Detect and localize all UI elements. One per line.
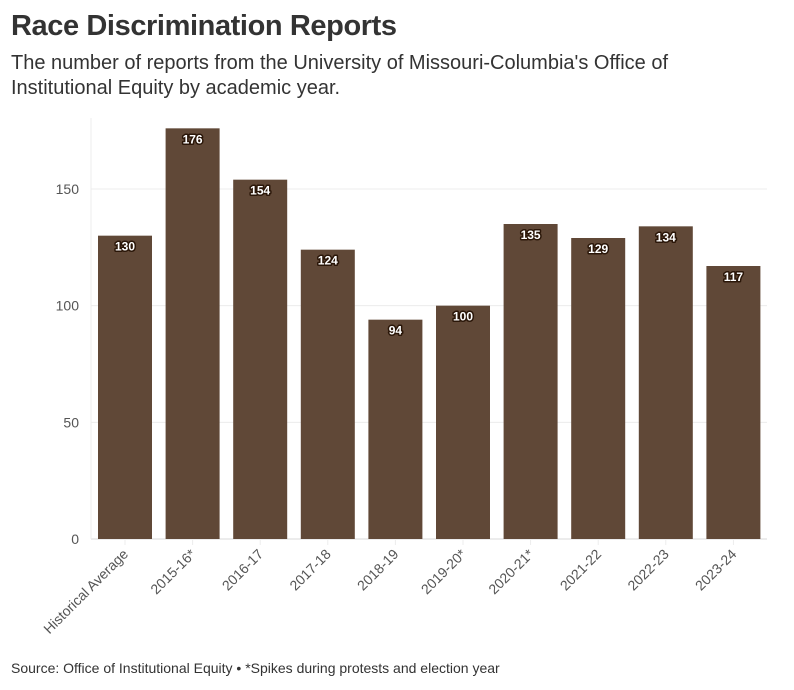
x-axis: Historical Average 2015-16* 2016-17 2017-18… — [40, 540, 740, 637]
y-tick-label: 0 — [71, 531, 79, 547]
bar — [368, 319, 423, 539]
chart-subtitle: The number of reports from the Universit… — [11, 52, 669, 99]
x-tick-label: 2018-19 — [354, 546, 402, 594]
x-tick-label: 2015-16* — [147, 545, 199, 597]
y-tick-label: 100 — [56, 298, 80, 314]
x-tick-label: 2022-23 — [624, 546, 672, 594]
data-label: 154 — [250, 184, 270, 198]
bar — [300, 249, 355, 539]
bar — [233, 179, 288, 539]
data-label: 129 — [588, 242, 608, 256]
bars — [98, 128, 761, 540]
x-tick-label: 2020-21* — [485, 545, 537, 597]
bar — [98, 235, 152, 539]
bar — [165, 128, 220, 540]
x-tick-label: 2017-18 — [286, 546, 334, 594]
bar — [503, 224, 558, 539]
y-axis: 0 50 100 150 — [56, 118, 92, 547]
x-tick-label: 2019-20* — [418, 545, 470, 597]
data-label: 124 — [318, 254, 338, 268]
x-tick-label: 2021-22 — [557, 546, 605, 594]
bar — [706, 266, 761, 539]
y-tick-label: 50 — [63, 414, 79, 430]
bar — [571, 238, 626, 539]
x-tick-label: 2016-17 — [219, 546, 267, 594]
chart-title: Race Discrimination Reports — [11, 10, 397, 42]
data-label: 130 — [115, 240, 135, 254]
data-label: 176 — [183, 132, 203, 146]
y-tick-label: 150 — [56, 181, 80, 197]
bar — [638, 226, 693, 539]
x-tick-label: 2023-24 — [692, 546, 740, 594]
x-tick-label: Historical Average — [40, 546, 131, 637]
bar — [436, 305, 490, 539]
data-label: 117 — [724, 270, 744, 284]
data-label: 135 — [521, 228, 541, 242]
data-label: 134 — [656, 230, 676, 244]
source-note: Source: Office of Institutional Equity •… — [11, 660, 500, 676]
data-labels: 130 176 154 124 94 100 135 129 134 117 — [113, 131, 744, 339]
data-label: 100 — [453, 310, 473, 324]
data-label: 94 — [389, 324, 403, 338]
